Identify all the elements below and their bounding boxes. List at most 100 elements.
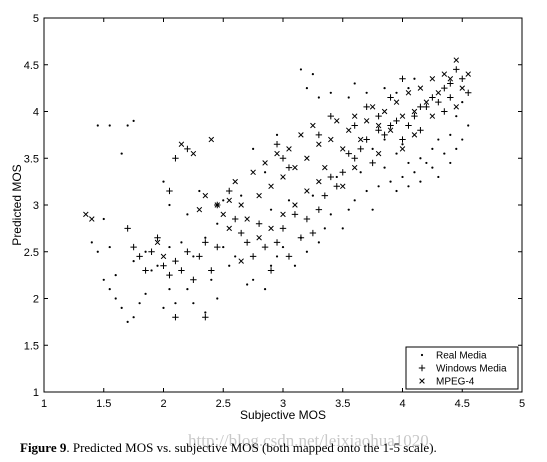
point-real-media: [347, 208, 350, 211]
point-windows-media: [148, 248, 155, 255]
point-windows-media: [154, 234, 161, 241]
legend: Real Media Windows Media MPEG-4: [405, 346, 519, 390]
x-tick-label: 1.5: [96, 398, 111, 410]
point-mpeg-4: [363, 118, 370, 124]
point-mpeg-4: [441, 71, 448, 77]
point-mpeg-4: [339, 146, 346, 152]
point-windows-media: [327, 112, 334, 120]
point-mpeg-4: [256, 234, 262, 241]
point-mpeg-4: [334, 118, 340, 124]
point-windows-media: [202, 314, 209, 321]
point-real-media: [144, 250, 147, 253]
y-tick-label: 2: [33, 294, 39, 306]
point-real-media: [419, 157, 422, 160]
point-mpeg-4: [292, 164, 298, 171]
point-windows-media: [309, 229, 317, 237]
point-real-media: [120, 306, 123, 309]
point-mpeg-4: [310, 122, 316, 129]
point-real-media: [114, 274, 117, 277]
point-windows-media: [423, 103, 430, 111]
point-real-media: [353, 82, 356, 85]
point-mpeg-4: [196, 206, 203, 213]
point-real-media: [407, 161, 410, 165]
point-mpeg-4: [375, 150, 382, 157]
point-mpeg-4: [375, 122, 382, 129]
point-real-media: [341, 227, 344, 230]
point-real-media: [192, 302, 195, 305]
point-real-media: [156, 264, 159, 267]
point-mpeg-4: [399, 146, 406, 152]
point-mpeg-4: [256, 192, 262, 199]
point-real-media: [449, 133, 452, 136]
point-real-media: [419, 180, 422, 183]
point-windows-media: [291, 211, 299, 218]
point-mpeg-4: [351, 113, 358, 119]
point-windows-media: [285, 253, 293, 260]
x-tick-label: 3: [280, 398, 286, 410]
point-real-media: [222, 199, 225, 202]
point-windows-media: [321, 192, 329, 199]
point-real-media: [186, 288, 189, 291]
point-real-media: [108, 124, 111, 127]
point-real-media: [216, 297, 219, 300]
point-windows-media: [190, 276, 197, 283]
point-mpeg-4: [453, 57, 460, 63]
point-mpeg-4: [328, 136, 334, 143]
point-mpeg-4: [89, 216, 95, 222]
point-windows-media: [124, 225, 131, 232]
point-mpeg-4: [190, 150, 197, 157]
point-mpeg-4: [238, 202, 244, 208]
point-real-media: [132, 119, 135, 122]
legend-marker-mpeg-4: [419, 378, 425, 384]
point-windows-media: [441, 84, 448, 92]
point-mpeg-4: [387, 127, 394, 133]
point-real-media: [395, 189, 398, 193]
point-real-media: [252, 278, 255, 281]
point-real-media: [222, 245, 225, 249]
legend-box: [405, 346, 519, 390]
legend-label-mpeg-4: MPEG-4: [436, 377, 475, 388]
point-windows-media: [166, 271, 173, 279]
point-real-media: [96, 124, 99, 127]
point-windows-media: [261, 243, 269, 251]
point-real-media: [120, 152, 123, 155]
point-windows-media: [375, 127, 382, 134]
plot-frame: [43, 17, 523, 393]
point-mpeg-4: [280, 174, 286, 180]
point-real-media: [269, 264, 273, 267]
point-windows-media: [315, 131, 323, 139]
point-windows-media: [249, 253, 257, 260]
point-windows-media: [178, 267, 185, 274]
point-real-media: [263, 288, 267, 291]
point-mpeg-4: [316, 178, 322, 185]
figure-caption: Figure 9. Predicted MOS vs. subjective M…: [20, 440, 540, 456]
point-real-media: [437, 175, 440, 179]
y-tick-label: 5: [33, 13, 39, 25]
point-real-media: [305, 250, 308, 253]
point-windows-media: [387, 94, 394, 101]
point-real-media: [317, 96, 320, 99]
point-windows-media: [345, 150, 352, 157]
point-mpeg-4: [304, 155, 310, 162]
point-real-media: [186, 213, 189, 216]
point-mpeg-4: [459, 85, 466, 91]
point-mpeg-4: [345, 127, 352, 133]
point-real-media: [132, 316, 135, 319]
point-real-media: [371, 147, 374, 150]
point-windows-media: [447, 94, 454, 101]
point-real-media: [413, 77, 416, 80]
point-windows-media: [303, 215, 311, 223]
point-windows-media: [202, 239, 209, 246]
point-real-media: [365, 91, 368, 94]
point-real-media: [240, 194, 243, 197]
point-mpeg-4: [351, 164, 358, 171]
point-real-media: [461, 138, 464, 141]
point-windows-media: [351, 122, 358, 129]
point-real-media: [204, 236, 207, 239]
point-real-media: [293, 264, 297, 267]
point-mpeg-4: [298, 132, 304, 138]
point-windows-media: [273, 141, 281, 148]
point-real-media: [216, 222, 219, 225]
point-mpeg-4: [286, 146, 292, 152]
point-mpeg-4: [465, 71, 471, 77]
